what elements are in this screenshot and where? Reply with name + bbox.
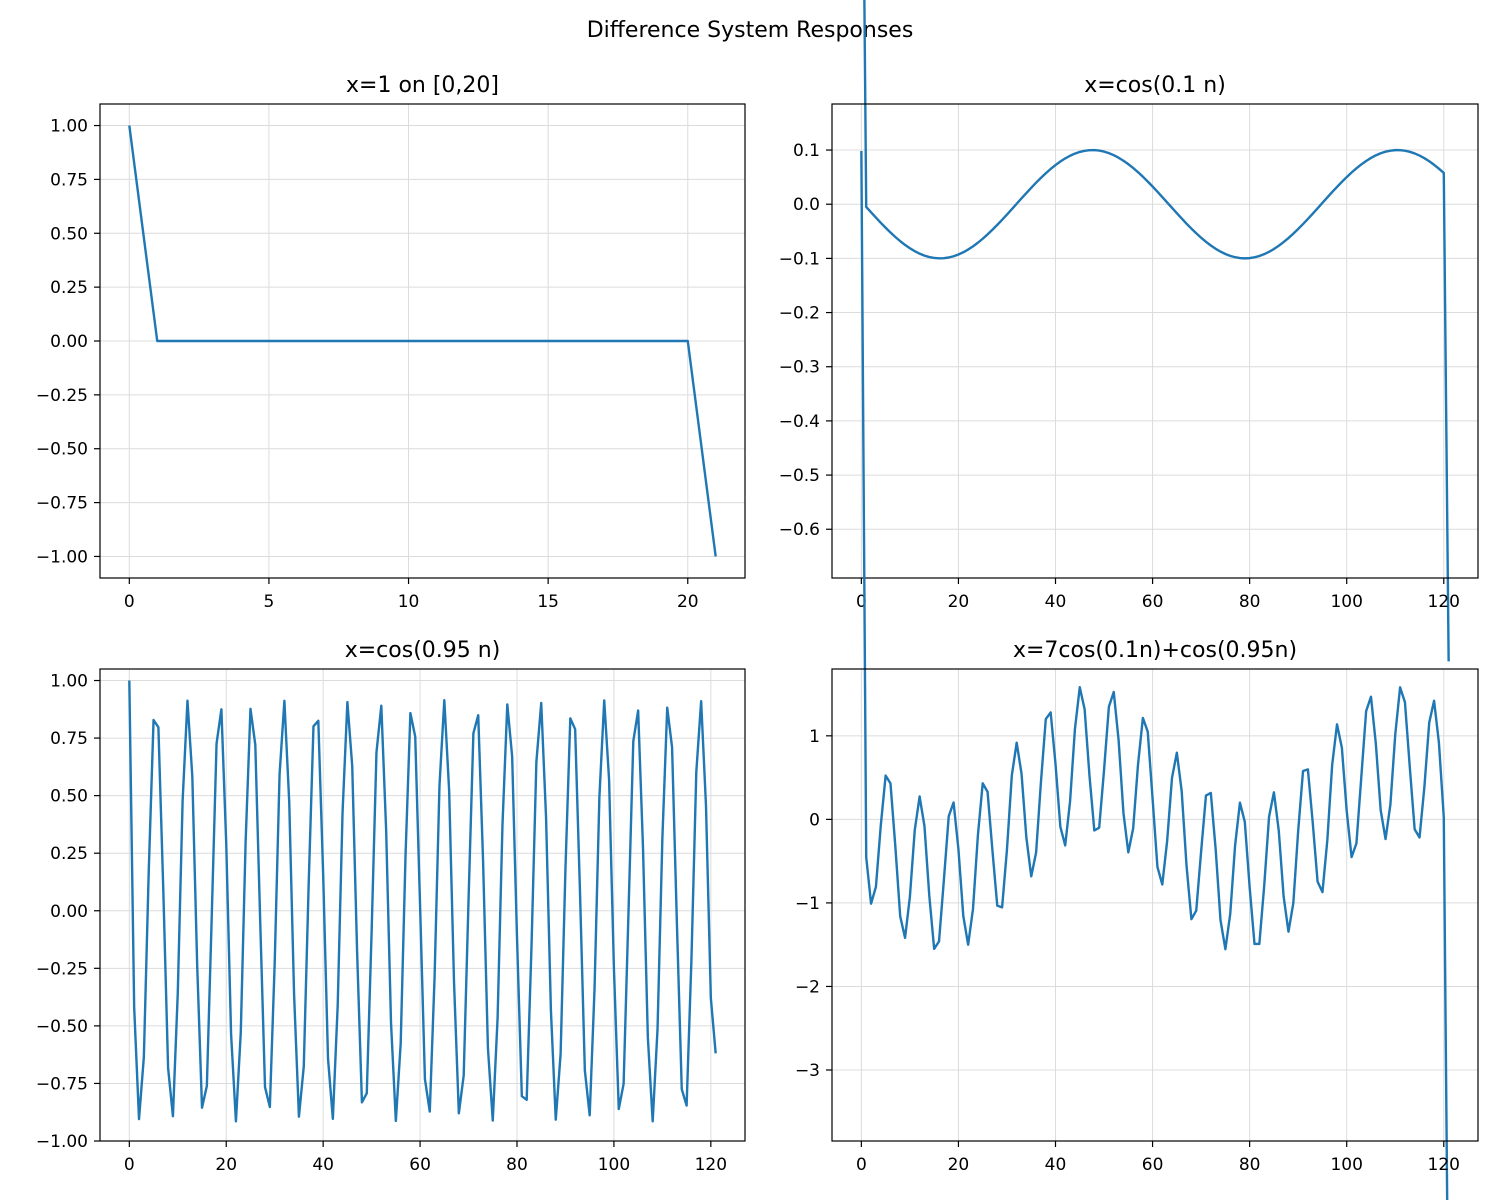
series-line-1 [860,151,1449,1200]
y-tick-label-1: −0.5 [779,466,820,486]
y-tick-label-1: −2 [795,977,820,997]
x-tick-label-3: 60 [1142,592,1164,612]
y-tick-label-2: −1 [795,894,820,914]
x-tick-label-2: 40 [1045,592,1067,612]
y-tick-label-6: 0.0 [793,195,820,215]
x-tick-label-6: 120 [1428,592,1460,612]
y-tick-label-7: 0.75 [50,729,88,749]
y-tick-label-0: −0.6 [779,520,820,540]
y-tick-label-7: 0.1 [793,141,820,161]
subplot-1: 0 5 10 15 20 −1.00 −0.75 −0.50 −0.25 0.00 0.25 0.50… [36,73,746,612]
y-tick-label-0: −1.00 [36,547,88,567]
y-tick-label-8: 1.00 [50,117,88,137]
y-tick-label-3: 0 [809,810,820,830]
series-line-1 [863,0,1450,662]
y-tick-label-8: 1.00 [50,672,88,692]
y-tick-label-4: 0.00 [50,332,88,352]
y-tick-label-1: −0.75 [36,1074,88,1094]
x-tick-label-4: 80 [506,1155,528,1175]
x-tick-label-0: 0 [124,592,135,612]
x-tick-label-5: 100 [598,1155,630,1175]
y-tick-label-1: −0.75 [36,494,88,514]
series-line-1 [128,125,717,557]
y-tick-label-0: −1.00 [36,1132,88,1152]
y-tick-label-2: −0.50 [36,440,88,460]
y-tick-label-5: 0.25 [50,844,88,864]
x-tick-label-6: 120 [1428,1155,1460,1175]
y-tick-label-0: −3 [795,1061,820,1081]
x-tick-label-4: 80 [1239,1155,1261,1175]
subplot-4: 0 20 40 60 80 100 120 −3 −2 −1 0 1 x=7cos(0.1n)+cos(… [795,151,1479,1200]
x-tick-label-0: 0 [856,592,867,612]
axes-frame [831,103,1479,579]
subplot-3: 0 20 40 60 80 100 120 −1.00 −0.75 −0.50 −0.25 0.00 0… [36,638,746,1175]
y-tick-label-7: 0.75 [50,170,88,190]
axes-frame [99,668,746,1142]
subplot-title: x=7cos(0.1n)+cos(0.95n) [1013,638,1297,663]
y-tick-label-4: 1 [809,727,820,747]
subplot-title: x=cos(0.95 n) [345,638,501,663]
y-tick-label-2: −0.4 [779,412,820,432]
x-tick-label-3: 60 [409,1155,431,1175]
x-tick-label-2: 40 [312,1155,334,1175]
series-line-1 [128,680,717,1123]
x-tick-label-5: 100 [1330,1155,1362,1175]
y-tick-label-4: −0.2 [779,304,820,324]
subplot-2: 0 20 40 60 80 100 120 −0.6 −0.5 −0.4 −0.3 −0.2 −0.1 0… [779,0,1479,662]
subplot-title: x=cos(0.1 n) [1084,73,1226,98]
x-tick-label-1: 20 [948,592,970,612]
y-tick-label-4: 0.00 [50,902,88,922]
x-tick-label-1: 20 [948,1155,970,1175]
y-tick-label-5: −0.1 [779,249,820,269]
x-tick-label-0: 0 [124,1155,135,1175]
x-tick-label-2: 40 [1045,1155,1067,1175]
figure-title: Difference System Responses [586,18,914,43]
y-tick-label-3: −0.25 [36,959,88,979]
x-tick-label-3: 60 [1142,1155,1164,1175]
x-tick-label-4: 20 [677,592,699,612]
x-tick-label-5: 100 [1330,592,1362,612]
y-tick-label-6: 0.50 [50,787,88,807]
x-tick-label-1: 20 [215,1155,237,1175]
axes-frame [831,668,1479,1142]
y-tick-label-5: 0.25 [50,278,88,298]
x-tick-label-1: 5 [264,592,275,612]
y-tick-label-3: −0.3 [779,358,820,378]
x-tick-label-4: 80 [1239,592,1261,612]
y-tick-label-6: 0.50 [50,224,88,244]
subplot-title: x=1 on [0,20] [346,73,499,98]
x-tick-label-6: 120 [695,1155,727,1175]
x-tick-label-3: 15 [537,592,559,612]
x-tick-label-2: 10 [398,592,420,612]
x-tick-label-0: 0 [856,1155,867,1175]
y-tick-label-2: −0.50 [36,1017,88,1037]
y-tick-label-3: −0.25 [36,386,88,406]
